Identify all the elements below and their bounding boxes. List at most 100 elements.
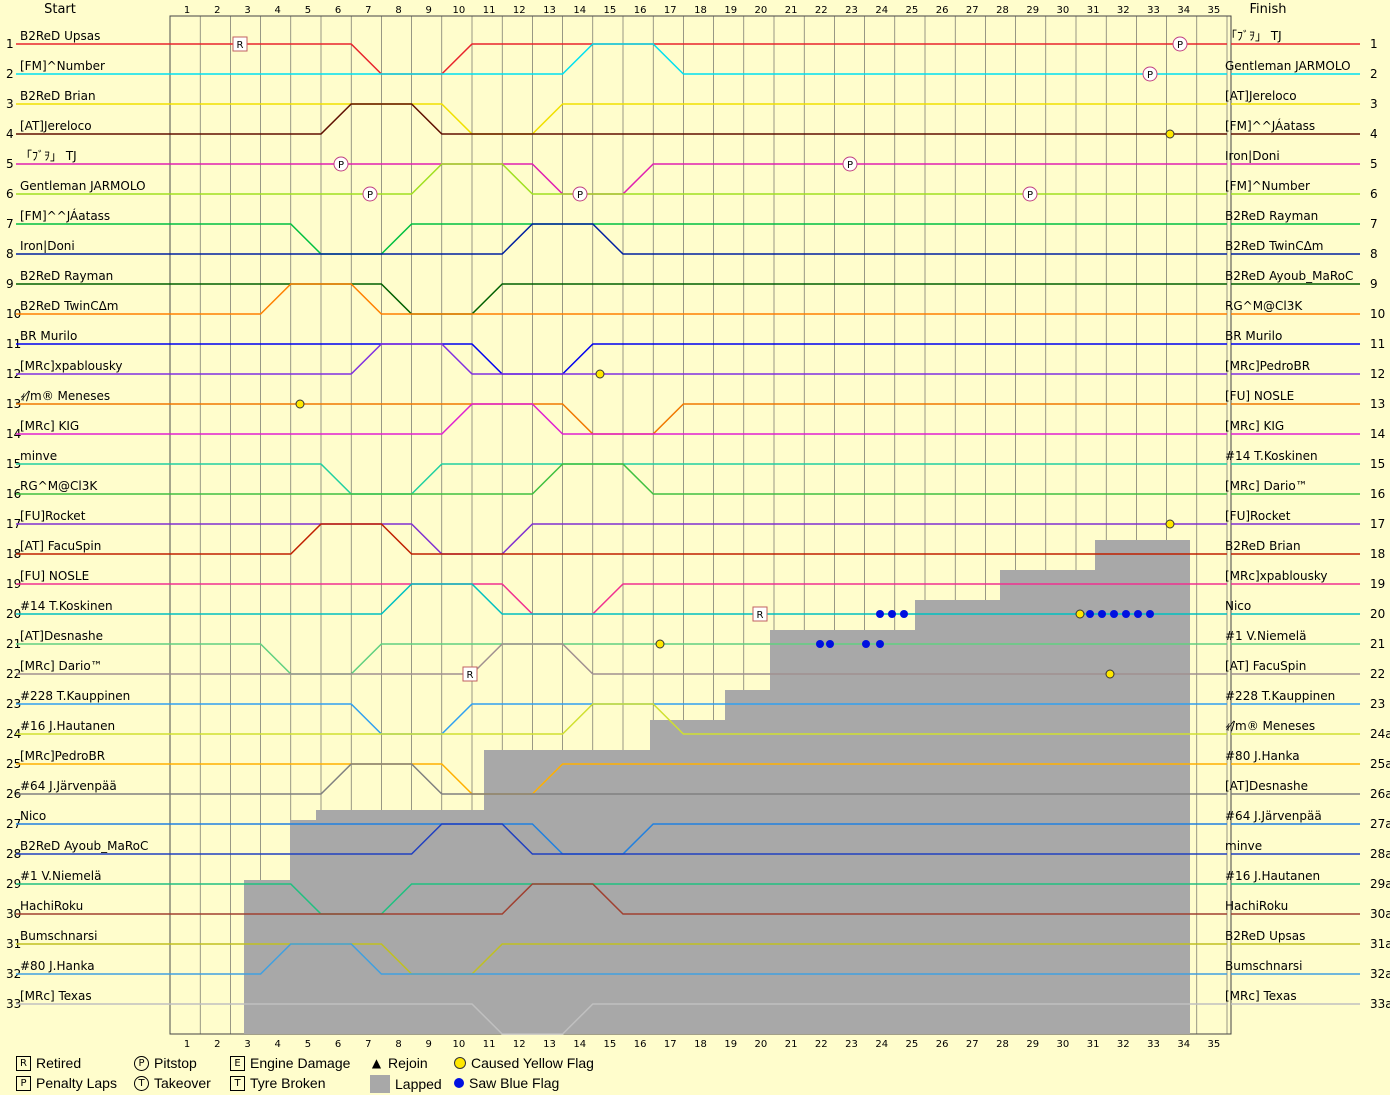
lap-tick-label: 15 bbox=[604, 1039, 617, 1050]
yellow-flag-dot bbox=[1105, 669, 1115, 679]
penalty-icon: P bbox=[16, 1075, 31, 1091]
finish-driver-name: #14 T.Koskinen bbox=[1225, 449, 1318, 463]
start-driver-name: #1 V.Niemelä bbox=[20, 869, 101, 883]
legend-yellow: Caused Yellow Flag bbox=[454, 1055, 594, 1071]
position-number-right: 22 bbox=[1370, 667, 1385, 681]
blue-flag-dot bbox=[876, 610, 884, 618]
pitstop-icon bbox=[1172, 36, 1188, 52]
position-number-right: 2 bbox=[1370, 67, 1378, 81]
position-number-right: 10 bbox=[1370, 307, 1385, 321]
driver-trace bbox=[170, 823, 1227, 855]
lap-tick-label: 15 bbox=[604, 5, 617, 16]
finish-driver-name: [FU] NOSLE bbox=[1225, 389, 1294, 403]
lap-tick-label: 34 bbox=[1177, 1039, 1190, 1050]
blue-flag-dot bbox=[900, 610, 908, 618]
lap-tick-label: 13 bbox=[543, 1039, 556, 1050]
lap-tick-label: 17 bbox=[664, 5, 677, 16]
start-driver-name: Iron|Doni bbox=[20, 239, 75, 253]
driver-trace bbox=[170, 703, 1227, 735]
blue-flag-dot bbox=[826, 640, 834, 648]
start-driver-name: [MRc] Dario™ bbox=[20, 659, 103, 673]
start-driver-name: BR Murilo bbox=[20, 329, 77, 343]
start-driver-name: [MRc]xpablousky bbox=[20, 359, 123, 373]
finish-driver-name: [AT]Jereloco bbox=[1225, 89, 1297, 103]
finish-driver-name: [FU]Rocket bbox=[1225, 509, 1291, 523]
legend-takeover-label: Takeover bbox=[154, 1075, 211, 1091]
driver-trace bbox=[170, 943, 1227, 975]
position-number-left: 6 bbox=[6, 187, 14, 201]
driver-trace bbox=[170, 403, 1227, 435]
position-number-left: 23 bbox=[6, 697, 21, 711]
marker-letter: P bbox=[1147, 70, 1153, 81]
lap-chart-svg: 1122334455667788991010111112121313141415… bbox=[6, 2, 1390, 1050]
yellow-flag-dot bbox=[1075, 609, 1085, 619]
start-driver-name: Nico bbox=[20, 809, 46, 823]
position-number-right: 9 bbox=[1370, 277, 1378, 291]
lapped-region bbox=[915, 600, 1000, 1034]
lap-tick-label: 1 bbox=[184, 1039, 190, 1050]
lap-tick-label: 10 bbox=[453, 1039, 466, 1050]
finish-driver-name: BR Murilo bbox=[1225, 329, 1282, 343]
position-number-right: 17 bbox=[1370, 517, 1385, 531]
blue-flag-dot bbox=[1122, 610, 1130, 618]
start-driver-name: [FU] NOSLE bbox=[20, 569, 89, 583]
position-number-right: 30a bbox=[1370, 907, 1390, 921]
finish-driver-name: B2ReD TwinCΔm bbox=[1225, 239, 1323, 253]
lap-tick-label: 17 bbox=[664, 1039, 677, 1050]
position-number-right: 6 bbox=[1370, 187, 1378, 201]
lap-tick-label: 5 bbox=[305, 5, 311, 16]
legend-lapped: Lapped bbox=[370, 1075, 442, 1093]
legend-tyre-label: Tyre Broken bbox=[250, 1075, 326, 1091]
position-number-left: 11 bbox=[6, 337, 21, 351]
start-driver-name: HachiRoku bbox=[20, 899, 83, 913]
lap-tick-label: 26 bbox=[936, 5, 949, 16]
position-number-left: 20 bbox=[6, 607, 21, 621]
lapped-region bbox=[470, 810, 484, 1034]
lap-tick-label: 27 bbox=[966, 5, 979, 16]
position-number-right: 23 bbox=[1370, 697, 1385, 711]
lapped-region bbox=[650, 720, 725, 1034]
start-driver-name: B2ReD TwinCΔm bbox=[20, 299, 118, 313]
tyre-broken-icon: T bbox=[230, 1075, 245, 1091]
lap-tick-label: 2 bbox=[214, 5, 220, 16]
lapped-region bbox=[1095, 540, 1190, 1034]
lap-tick-label: 27 bbox=[966, 1039, 979, 1050]
retired-icon: R bbox=[16, 1055, 31, 1071]
position-number-right: 12 bbox=[1370, 367, 1385, 381]
lapped-region bbox=[1000, 570, 1095, 1034]
retired-icon bbox=[752, 606, 768, 622]
marker-letter: R bbox=[237, 40, 244, 51]
position-number-left: 2 bbox=[6, 67, 14, 81]
lap-tick-label: 31 bbox=[1087, 1039, 1100, 1050]
legend-lapped-label: Lapped bbox=[395, 1076, 442, 1092]
pitstop-marker: P bbox=[1172, 36, 1188, 52]
position-number-left: 19 bbox=[6, 577, 21, 591]
lap-tick-label: 3 bbox=[244, 1039, 250, 1050]
lap-tick-label: 3 bbox=[244, 5, 250, 16]
lap-tick-label: 8 bbox=[395, 5, 401, 16]
blue-flag-dot bbox=[816, 640, 824, 648]
legend-yellow-label: Caused Yellow Flag bbox=[471, 1055, 594, 1071]
finish-driver-name: minve bbox=[1225, 839, 1262, 853]
position-number-right: 3 bbox=[1370, 97, 1378, 111]
lap-tick-label: 33 bbox=[1147, 1039, 1160, 1050]
lap-tick-label: 18 bbox=[694, 1039, 707, 1050]
lap-tick-label: 20 bbox=[755, 1039, 768, 1050]
finish-driver-name: [FM]^^JÁatass bbox=[1225, 118, 1315, 133]
finish-driver-name: Bumschnarsi bbox=[1225, 959, 1302, 973]
position-number-left: 9 bbox=[6, 277, 14, 291]
finish-driver-name: B2ReD Brian bbox=[1225, 539, 1301, 553]
driver-trace bbox=[170, 43, 1227, 75]
position-number-right: 24a bbox=[1370, 727, 1390, 741]
finish-driver-name: B2ReD Rayman bbox=[1225, 209, 1318, 223]
position-number-left: 15 bbox=[6, 457, 21, 471]
lap-tick-label: 10 bbox=[453, 5, 466, 16]
pitstop-marker: P bbox=[1022, 186, 1038, 202]
marker-letter: P bbox=[1177, 40, 1183, 51]
position-number-left: 29 bbox=[6, 877, 21, 891]
pitstop-icon bbox=[1022, 186, 1038, 202]
position-number-right: 15 bbox=[1370, 457, 1385, 471]
lap-tick-label: 34 bbox=[1177, 5, 1190, 16]
yellow-flag-dot bbox=[595, 369, 605, 379]
